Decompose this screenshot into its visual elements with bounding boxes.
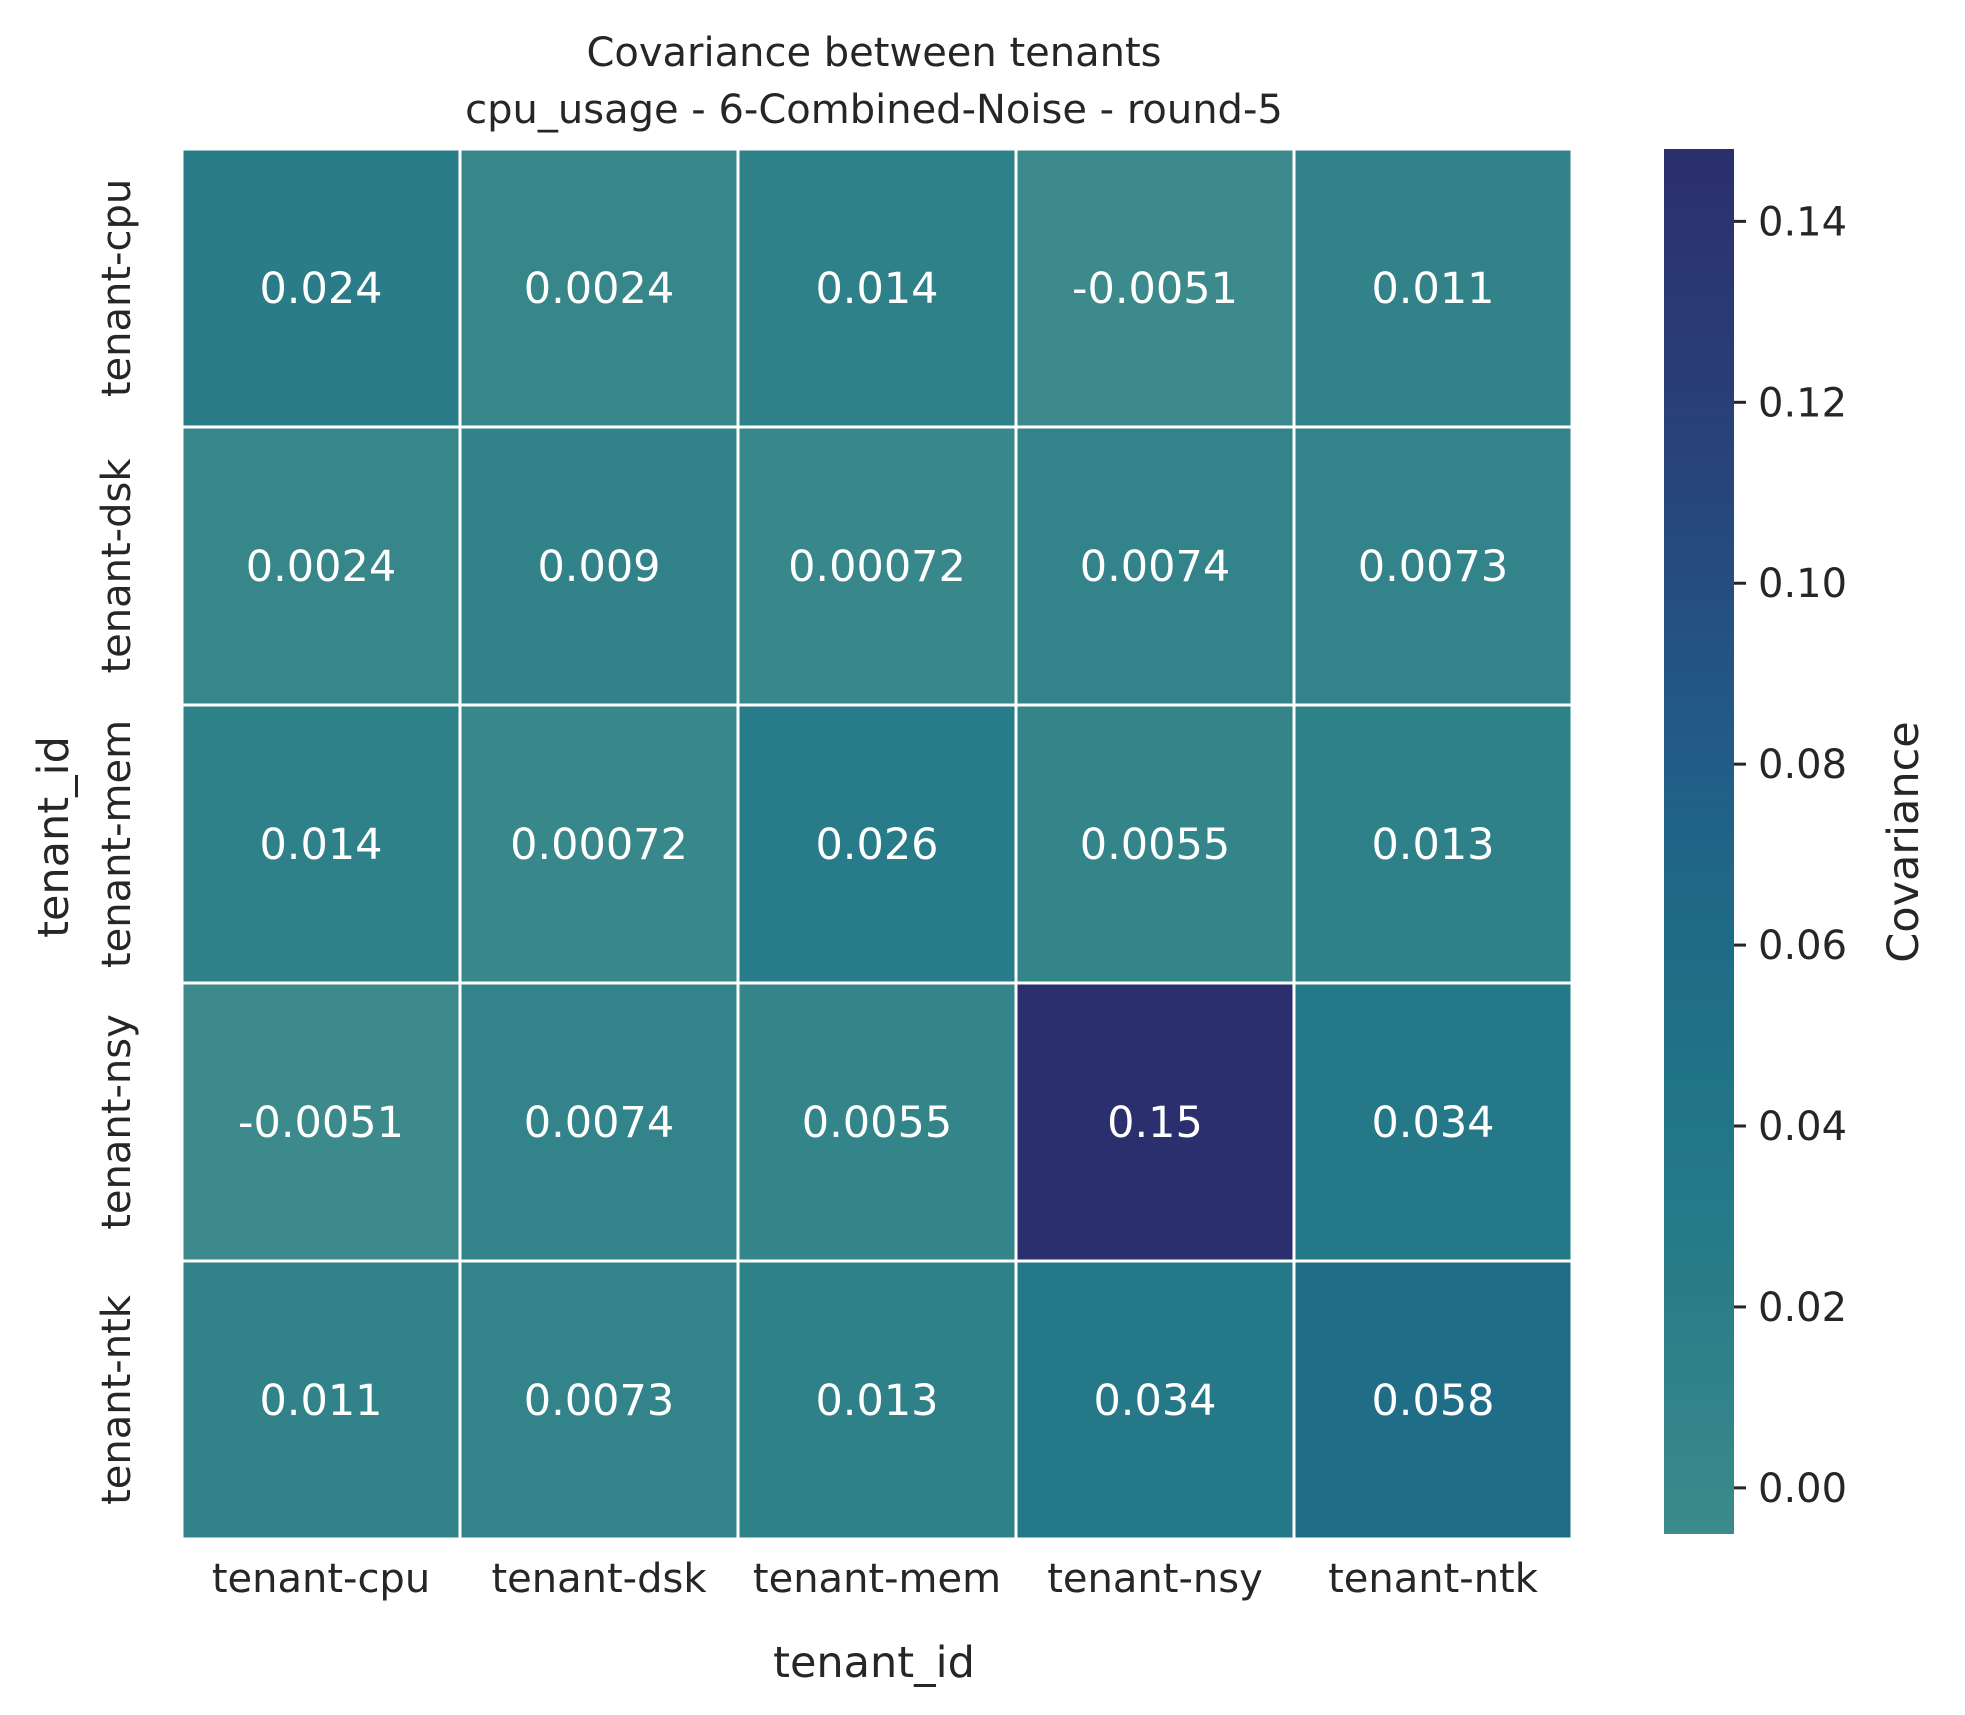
heatmap-cell: [1292, 1259, 1574, 1541]
x-tick-label: tenant-dsk: [491, 1556, 707, 1602]
heatmap-cell: [1292, 703, 1574, 985]
cell-value-label: 0.0024: [524, 264, 674, 314]
cell-value-label: 0.0024: [246, 542, 396, 592]
x-tick-label: tenant-ntk: [1328, 1556, 1539, 1602]
heatmap-cell: [180, 981, 462, 1263]
x-axis-label: tenant_id: [773, 1638, 975, 1688]
cell-value-label: -0.0051: [1072, 264, 1238, 314]
x-axis-tick-labels: tenant-cpu tenant-dsk tenant-mem tenant-nsy…: [212, 1556, 1539, 1602]
x-tick-label: tenant-cpu: [212, 1556, 430, 1602]
heatmap-cell-labels: 0.024 0.0024 0.014 -0.0051 0.011 0.0024 0.009 0…: [238, 264, 1508, 1426]
colorbar-ticks: 0.00 0.02 0.04 0.06 0.08 0.10 0.12 0.14: [1734, 199, 1847, 1512]
cell-value-label: 0.00072: [788, 542, 966, 592]
heatmap-cell: [458, 1259, 740, 1541]
heatmap-cell: [458, 703, 740, 985]
y-axis-label: tenant_id: [29, 736, 79, 938]
heatmap-cell: [180, 147, 462, 429]
cell-value-label: 0.013: [1371, 820, 1494, 870]
y-tick-label: tenant-cpu: [94, 179, 140, 397]
colorbar: [1664, 149, 1734, 1534]
heatmap-cell: [458, 981, 740, 1263]
heatmap-cell: [736, 147, 1018, 429]
colorbar-tick-label: 0.04: [1758, 1104, 1847, 1150]
heatmap-cell: [736, 981, 1018, 1263]
cell-value-label: 0.011: [1371, 264, 1494, 314]
cell-value-label: 0.0074: [524, 1098, 674, 1148]
cell-value-label: 0.024: [259, 264, 382, 314]
colorbar-tick-label: 0.00: [1758, 1466, 1847, 1512]
heatmap-cell: [736, 425, 1018, 707]
cell-value-label: 0.013: [815, 1376, 938, 1426]
colorbar-tick-label: 0.10: [1758, 561, 1847, 607]
cell-value-label: 0.014: [259, 820, 382, 870]
x-tick-label: tenant-nsy: [1047, 1556, 1263, 1602]
cell-value-label: 0.00072: [510, 820, 688, 870]
colorbar-tick-label: 0.12: [1758, 380, 1847, 426]
cell-value-label: 0.0073: [524, 1376, 674, 1426]
cell-value-label: 0.058: [1371, 1376, 1494, 1426]
heatmap-cell: [1292, 981, 1574, 1263]
heatmap-cells: [180, 147, 1574, 1541]
chart-subtitle: cpu_usage - 6-Combined-Noise - round-5: [465, 87, 1283, 133]
y-tick-label: tenant-ntk: [94, 1294, 140, 1505]
heatmap-cell: [1014, 981, 1296, 1263]
heatmap-cell: [736, 703, 1018, 985]
cell-value-label: 0.15: [1107, 1098, 1203, 1148]
y-tick-label: tenant-nsy: [94, 1014, 140, 1230]
cell-value-label: 0.034: [1093, 1376, 1216, 1426]
cell-value-label: 0.014: [815, 264, 938, 314]
heatmap-cell: [1014, 703, 1296, 985]
y-axis-tick-labels: tenant-cpu tenant-dsk tenant-mem tenant-nsy…: [94, 179, 140, 1505]
cell-value-label: 0.0074: [1080, 542, 1230, 592]
heatmap-cell: [1292, 147, 1574, 429]
heatmap-cell: [1292, 425, 1574, 707]
colorbar-tick-label: 0.14: [1758, 199, 1847, 245]
cell-value-label: 0.0055: [802, 1098, 952, 1148]
colorbar-tick-label: 0.08: [1758, 742, 1847, 788]
heatmap-cell: [736, 1259, 1018, 1541]
cell-value-label: -0.0051: [238, 1098, 404, 1148]
cell-value-label: 0.034: [1371, 1098, 1494, 1148]
cell-value-label: 0.011: [259, 1376, 382, 1426]
cell-value-label: 0.0055: [1080, 820, 1230, 870]
heatmap-cell: [180, 1259, 462, 1541]
cell-value-label: 0.026: [815, 820, 938, 870]
colorbar-tick-label: 0.06: [1758, 923, 1847, 969]
x-tick-label: tenant-mem: [753, 1556, 1001, 1602]
cell-value-label: 0.009: [537, 542, 660, 592]
chart-title: Covariance between tenants: [586, 30, 1161, 76]
y-tick-label: tenant-mem: [94, 720, 140, 968]
y-tick-label: tenant-dsk: [94, 458, 140, 674]
colorbar-tick-label: 0.02: [1758, 1285, 1847, 1331]
colorbar-label: Covariance: [1879, 721, 1929, 962]
cell-value-label: 0.0073: [1358, 542, 1508, 592]
heatmap-cell: [180, 425, 462, 707]
heatmap-cell: [458, 147, 740, 429]
heatmap-cell: [1014, 147, 1296, 429]
